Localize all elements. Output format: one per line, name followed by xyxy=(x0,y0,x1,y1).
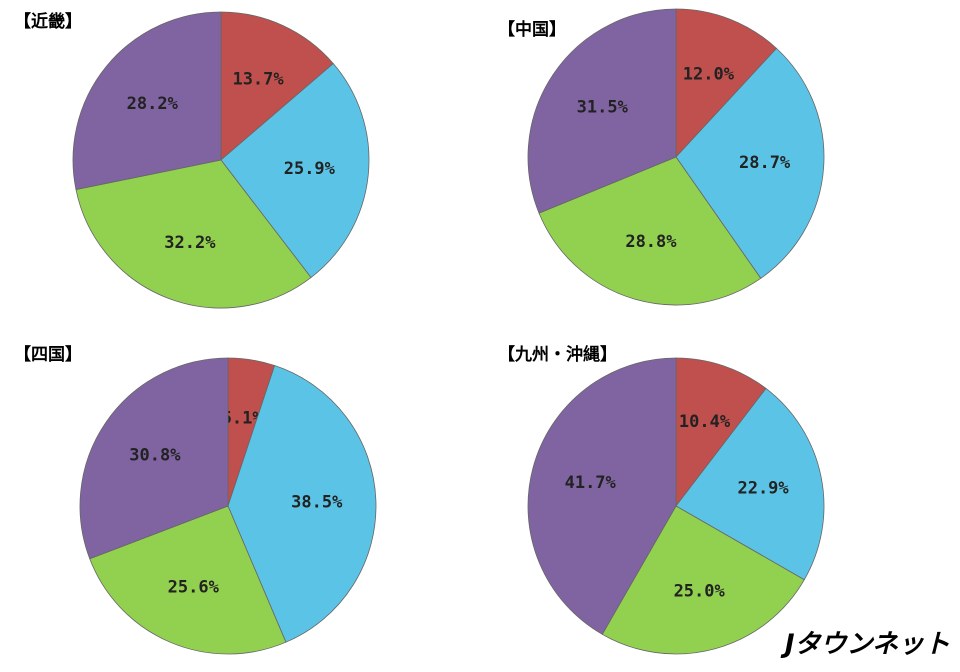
chart-title: 【四国】 xyxy=(14,344,82,365)
value-label: 10.4% xyxy=(679,412,731,432)
pie-slice xyxy=(220,62,370,279)
pie-slice xyxy=(79,357,229,560)
pie-slice xyxy=(75,159,312,309)
value-label: 38.5% xyxy=(291,492,343,512)
pie-slice xyxy=(89,505,287,655)
value-label: 41.7% xyxy=(565,473,617,493)
value-label: 25.6% xyxy=(168,578,220,598)
pie-slice xyxy=(220,11,334,161)
pie-slice xyxy=(675,8,778,159)
pie-slice xyxy=(527,357,677,635)
value-label: 13.7% xyxy=(232,69,284,89)
pie-slice xyxy=(527,8,677,214)
logo: Jタウンネット xyxy=(780,630,950,660)
pie-slice xyxy=(72,11,222,191)
value-label: 30.8% xyxy=(129,446,181,466)
value-label: 28.7% xyxy=(739,153,791,173)
value-label: 25.9% xyxy=(284,159,336,179)
value-label: 32.2% xyxy=(164,233,216,253)
pie-chart: 【近畿】 13.7% 25.9% 32.2% 28.2% xyxy=(14,11,370,309)
chart-title: 【九州・沖縄】 xyxy=(498,344,617,365)
pie-slice xyxy=(601,505,805,655)
chart-title: 【近畿】 xyxy=(14,11,82,32)
value-label: 31.5% xyxy=(577,98,629,118)
value-label: 25.0% xyxy=(674,582,726,602)
pie-slice xyxy=(227,365,377,643)
pie-slice xyxy=(538,156,762,306)
value-label: 28.2% xyxy=(127,94,179,114)
pie-chart: 【九州・沖縄】 10.4% 22.9% 25.0% 41.7% xyxy=(498,344,825,655)
pie-slice xyxy=(675,357,767,508)
value-label: 28.8% xyxy=(625,232,677,252)
pie-chart: 【四国】 5.1% 38.5% 25.6% 30.8% xyxy=(14,344,377,655)
pie-chart: 【中国】 12.0% 28.7% 28.8% 31.5% xyxy=(498,8,825,306)
value-label: 12.0% xyxy=(683,64,735,84)
pie-slice xyxy=(675,387,825,581)
chart-title: 【中国】 xyxy=(498,19,566,40)
value-label: 22.9% xyxy=(737,479,789,499)
pie-slice xyxy=(675,47,825,279)
value-label: 5.1% xyxy=(222,408,264,428)
